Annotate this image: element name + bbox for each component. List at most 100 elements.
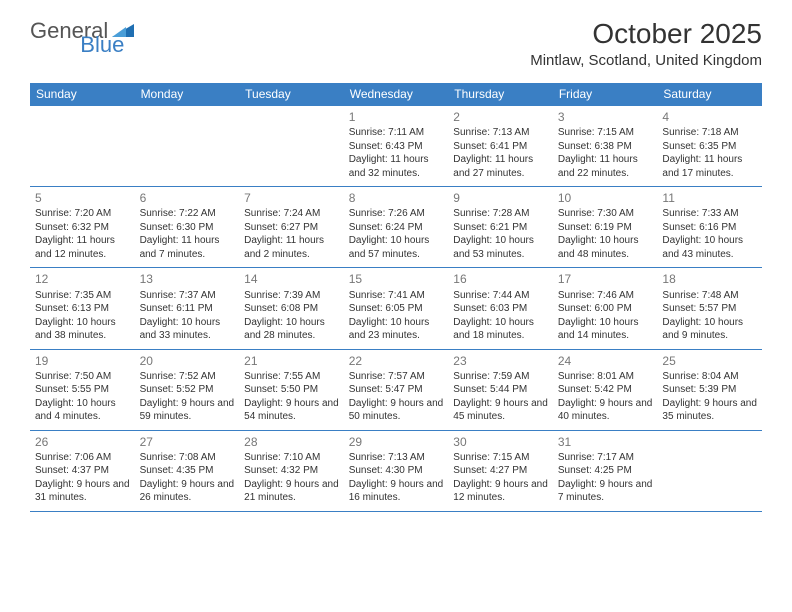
calendar-cell: 19Sunrise: 7:50 AMSunset: 5:55 PMDayligh… [30,350,135,430]
calendar-cell: 29Sunrise: 7:13 AMSunset: 4:30 PMDayligh… [344,431,449,511]
sunrise-line: Sunrise: 7:13 AM [349,451,444,465]
day-number: 21 [244,353,339,369]
day-number: 27 [140,434,235,450]
title-block: October 2025 Mintlaw, Scotland, United K… [530,18,762,69]
calendar-cell: 21Sunrise: 7:55 AMSunset: 5:50 PMDayligh… [239,350,344,430]
sunset-line: Sunset: 6:00 PM [558,302,653,316]
daylight-line: Daylight: 11 hours and 12 minutes. [35,234,130,261]
sunrise-line: Sunrise: 7:28 AM [453,207,548,221]
sunrise-line: Sunrise: 7:52 AM [140,370,235,384]
calendar-cell [657,431,762,511]
sunrise-line: Sunrise: 7:11 AM [349,126,444,140]
sunset-line: Sunset: 5:57 PM [662,302,757,316]
calendar-cell: 11Sunrise: 7:33 AMSunset: 6:16 PMDayligh… [657,187,762,267]
sunrise-line: Sunrise: 7:06 AM [35,451,130,465]
sunrise-line: Sunrise: 7:59 AM [453,370,548,384]
sunset-line: Sunset: 6:30 PM [140,221,235,235]
day-number: 1 [349,109,444,125]
calendar-cell [30,106,135,186]
day-number: 18 [662,271,757,287]
day-number: 7 [244,190,339,206]
day-number: 14 [244,271,339,287]
sunset-line: Sunset: 6:13 PM [35,302,130,316]
sunrise-line: Sunrise: 7:08 AM [140,451,235,465]
calendar-cell: 25Sunrise: 8:04 AMSunset: 5:39 PMDayligh… [657,350,762,430]
sunrise-line: Sunrise: 7:39 AM [244,289,339,303]
sunrise-line: Sunrise: 7:33 AM [662,207,757,221]
sunset-line: Sunset: 6:41 PM [453,140,548,154]
day-number: 2 [453,109,548,125]
daylight-line: Daylight: 9 hours and 26 minutes. [140,478,235,505]
day-number: 11 [662,190,757,206]
calendar-cell: 16Sunrise: 7:44 AMSunset: 6:03 PMDayligh… [448,268,553,348]
weeks-container: 1Sunrise: 7:11 AMSunset: 6:43 PMDaylight… [30,105,762,512]
calendar-cell: 6Sunrise: 7:22 AMSunset: 6:30 PMDaylight… [135,187,240,267]
day-number: 4 [662,109,757,125]
calendar-cell: 3Sunrise: 7:15 AMSunset: 6:38 PMDaylight… [553,106,658,186]
calendar-cell: 14Sunrise: 7:39 AMSunset: 6:08 PMDayligh… [239,268,344,348]
day-number: 17 [558,271,653,287]
calendar-cell: 15Sunrise: 7:41 AMSunset: 6:05 PMDayligh… [344,268,449,348]
week-row: 5Sunrise: 7:20 AMSunset: 6:32 PMDaylight… [30,186,762,267]
daylight-line: Daylight: 10 hours and 33 minutes. [140,316,235,343]
day-number: 20 [140,353,235,369]
calendar-cell: 7Sunrise: 7:24 AMSunset: 6:27 PMDaylight… [239,187,344,267]
day-number: 29 [349,434,444,450]
daylight-line: Daylight: 10 hours and 9 minutes. [662,316,757,343]
day-number: 15 [349,271,444,287]
day-number: 30 [453,434,548,450]
sunrise-line: Sunrise: 7:17 AM [558,451,653,465]
sunset-line: Sunset: 5:47 PM [349,383,444,397]
daylight-line: Daylight: 9 hours and 35 minutes. [662,397,757,424]
day-number: 31 [558,434,653,450]
sunset-line: Sunset: 5:50 PM [244,383,339,397]
sunset-line: Sunset: 4:37 PM [35,464,130,478]
sunset-line: Sunset: 5:44 PM [453,383,548,397]
sunrise-line: Sunrise: 7:46 AM [558,289,653,303]
brand-logo: General Blue [30,18,182,44]
day-header: Thursday [448,83,553,105]
sunrise-line: Sunrise: 7:37 AM [140,289,235,303]
day-number: 3 [558,109,653,125]
calendar-cell: 10Sunrise: 7:30 AMSunset: 6:19 PMDayligh… [553,187,658,267]
week-row: 19Sunrise: 7:50 AMSunset: 5:55 PMDayligh… [30,349,762,430]
sunrise-line: Sunrise: 7:15 AM [453,451,548,465]
day-number: 6 [140,190,235,206]
sunrise-line: Sunrise: 7:18 AM [662,126,757,140]
calendar-cell: 18 Sunrise: 7:48 AMSunset: 5:57 PMDayligh… [657,268,762,348]
calendar-cell: 8Sunrise: 7:26 AMSunset: 6:24 PMDaylight… [344,187,449,267]
calendar-cell: 17 Sunrise: 7:46 AMSunset: 6:00 PMDayligh… [553,268,658,348]
sunrise-line: Sunrise: 7:30 AM [558,207,653,221]
day-header: Tuesday [239,83,344,105]
calendar-cell [239,106,344,186]
sunrise-line: Sunrise: 7:22 AM [140,207,235,221]
daylight-line: Daylight: 9 hours and 16 minutes. [349,478,444,505]
daylight-line: Daylight: 10 hours and 23 minutes. [349,316,444,343]
sunset-line: Sunset: 4:35 PM [140,464,235,478]
calendar-cell: 23Sunrise: 7:59 AMSunset: 5:44 PMDayligh… [448,350,553,430]
day-header: Monday [135,83,240,105]
calendar-cell: 9Sunrise: 7:28 AMSunset: 6:21 PMDaylight… [448,187,553,267]
sunrise-line: Sunrise: 7:24 AM [244,207,339,221]
sunset-line: Sunset: 4:25 PM [558,464,653,478]
daylight-line: Daylight: 10 hours and 14 minutes. [558,316,653,343]
calendar-cell: 12Sunrise: 7:35 AMSunset: 6:13 PMDayligh… [30,268,135,348]
sunset-line: Sunset: 4:32 PM [244,464,339,478]
day-number: 12 [35,271,130,287]
daylight-line: Daylight: 9 hours and 50 minutes. [349,397,444,424]
sunrise-line: Sunrise: 7:50 AM [35,370,130,384]
daylight-line: Daylight: 9 hours and 7 minutes. [558,478,653,505]
day-number: 13 [140,271,235,287]
calendar-grid: SundayMondayTuesdayWednesdayThursdayFrid… [30,83,762,512]
daylight-line: Daylight: 9 hours and 45 minutes. [453,397,548,424]
location-text: Mintlaw, Scotland, United Kingdom [530,52,762,69]
daylight-line: Daylight: 10 hours and 28 minutes. [244,316,339,343]
sunrise-line: Sunrise: 7:48 AM [662,289,757,303]
day-header-row: SundayMondayTuesdayWednesdayThursdayFrid… [30,83,762,105]
sunrise-line: Sunrise: 8:04 AM [662,370,757,384]
week-row: 1Sunrise: 7:11 AMSunset: 6:43 PMDaylight… [30,105,762,186]
sunrise-line: Sunrise: 7:15 AM [558,126,653,140]
day-number: 8 [349,190,444,206]
week-row: 26Sunrise: 7:06 AMSunset: 4:37 PMDayligh… [30,430,762,512]
brand-part2: Blue [80,32,124,58]
